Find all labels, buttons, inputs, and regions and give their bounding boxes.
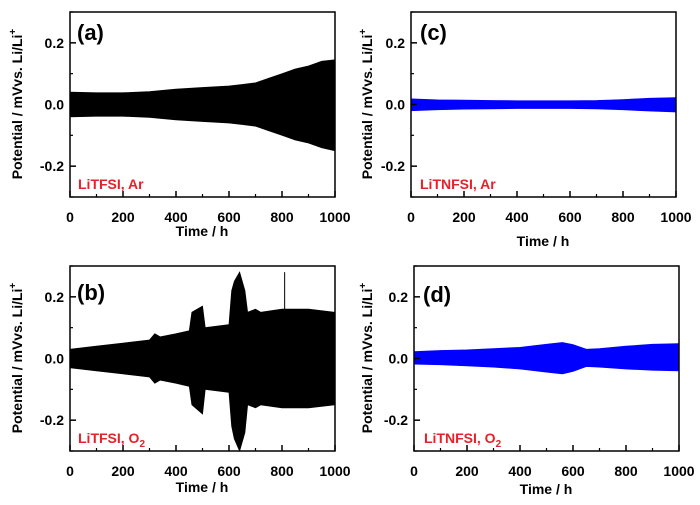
panel-c-ylabel-sup: + (358, 29, 369, 35)
panel-a-xtick-label-4: 800 (270, 209, 294, 225)
panel-c-ylabel: Potential / mVvs. Li/Li+ (358, 29, 375, 180)
panel-d-xtick-label-1: 200 (455, 463, 479, 479)
panel-d-label: (d) (423, 282, 451, 307)
panel-c-series-band-0 (410, 97, 677, 113)
panel-c-ylabel-main: Potential / mVvs. Li/Li (359, 35, 375, 180)
panel-d-ytick-label-1: 0.0 (389, 351, 409, 367)
panel-d-xtick-label-3: 600 (561, 463, 585, 479)
panel-a: 0 200 400 600 800 1000 0.2 0.0 -0.2 (a) LiTFSI, … (8, 11, 351, 239)
panel-b-ylabel-main: Potential / mVvs. Li/Li (9, 289, 25, 434)
panel-c-xtick-label-2: 400 (505, 209, 529, 225)
panel-b-xtick-label-2: 400 (164, 463, 188, 479)
panel-d-annotation: LiTNFSI, O2 (424, 430, 502, 450)
panel-a-ytick-label-0: 0.2 (45, 35, 65, 51)
panel-c-xlabel: Time / h (517, 233, 570, 249)
panel-a-xtick-label-5: 1000 (319, 209, 350, 225)
panel-b-xtick-label-0: 0 (66, 463, 74, 479)
panel-b-ylabel-sup: + (8, 283, 19, 289)
panel-a-xlabel: Time / h (176, 223, 229, 239)
panel-d-xtick-label-5: 1000 (663, 463, 694, 479)
panel-b-series-band-0 (69, 271, 336, 453)
panel-d: 0 200 400 600 800 1000 0.2 0.0 -0.2 (d) LiTNFSI,… (358, 265, 695, 497)
panel-b-xtick-label-4: 800 (270, 463, 294, 479)
panel-b-xlabel: Time / h (176, 479, 229, 495)
panel-d-xlabel: Time / h (520, 481, 573, 497)
panel-a-label: (a) (77, 20, 104, 45)
panel-a-ytick-label-2: -0.2 (40, 158, 64, 174)
panel-b-annotation-sub: 2 (139, 439, 145, 450)
panel-d-annotation-main: LiTNFSI, O (424, 430, 496, 446)
panel-a-ytick-label-1: 0.0 (45, 97, 65, 113)
panel-a-series-band-0 (69, 59, 336, 152)
panel-b-annotation: LiTFSI, O2 (78, 430, 145, 450)
panel-c-xtick-label-1: 200 (452, 209, 476, 225)
panel-b-label: (b) (77, 280, 105, 305)
panel-c-ytick-label-2: -0.2 (381, 158, 405, 174)
panel-c-ticks: 0 200 400 600 800 1000 0.2 0.0 -0.2 (381, 11, 692, 225)
panel-b-ytick-label-2: -0.2 (40, 412, 64, 428)
panel-b-ticks: 0 200 400 600 800 1000 0.2 0.0 -0.2 (40, 265, 351, 479)
panel-a-annotation: LiTFSI, Ar (78, 176, 144, 192)
panel-d-xtick-label-4: 800 (614, 463, 638, 479)
panel-d-xtick-label-2: 400 (508, 463, 532, 479)
panel-a-ylabel-sup: + (8, 29, 19, 35)
panel-b-ytick-label-0: 0.2 (45, 289, 65, 305)
panel-c-ytick-label-0: 0.2 (386, 35, 406, 51)
panel-c-xtick-label-0: 0 (407, 209, 415, 225)
panel-c-ytick-label-1: 0.0 (386, 97, 406, 113)
panel-d-ylabel-sup: + (358, 283, 369, 289)
panel-a-xtick-label-1: 200 (111, 209, 135, 225)
panel-a-xtick-label-3: 600 (217, 209, 241, 225)
panel-c: 0 200 400 600 800 1000 0.2 0.0 -0.2 (c) LiTNFSI,… (358, 11, 692, 249)
panel-d-xtick-label-0: 0 (410, 463, 418, 479)
panel-d-ylabel: Potential / mVvs. Li/Li+ (358, 283, 375, 434)
panel-a-xtick-label-2: 400 (164, 209, 188, 225)
panel-a-ylabel: Potential / mVvs. Li/Li+ (8, 29, 25, 180)
panel-d-data (413, 342, 680, 375)
panel-d-ylabel-main: Potential / mVvs. Li/Li (359, 289, 375, 434)
panel-c-data (410, 97, 677, 113)
panel-a-ylabel-main: Potential / mVvs. Li/Li (9, 35, 25, 180)
panel-c-label: (c) (420, 20, 447, 45)
panel-c-xtick-label-4: 800 (611, 209, 635, 225)
panel-d-ytick-label-2: -0.2 (384, 412, 408, 428)
panel-c-xtick-label-3: 600 (558, 209, 582, 225)
panel-a-ticks: 0 200 400 600 800 1000 0.2 0.0 -0.2 (40, 11, 351, 225)
panel-c-xtick-label-5: 1000 (660, 209, 691, 225)
panel-d-annotation-sub: 2 (496, 439, 502, 450)
panel-c-annotation: LiTNFSI, Ar (420, 176, 496, 192)
panel-a-xtick-label-0: 0 (66, 209, 74, 225)
panel-b-annotation-main: LiTFSI, O (78, 430, 140, 446)
panel-b-xtick-label-5: 1000 (319, 463, 350, 479)
panel-d-series-band-0 (413, 342, 680, 375)
panel-b-xtick-label-3: 600 (217, 463, 241, 479)
panel-b-ylabel: Potential / mVvs. Li/Li+ (8, 283, 25, 434)
panel-d-ticks: 0 200 400 600 800 1000 0.2 0.0 -0.2 (384, 265, 695, 479)
panel-d-ytick-label-0: 0.2 (389, 289, 409, 305)
panel-b-xtick-label-1: 200 (111, 463, 135, 479)
panel-b: 0 200 400 600 800 1000 0.2 0.0 -0.2 (b) LiTFSI, … (8, 265, 351, 495)
panel-b-data (69, 271, 336, 453)
panel-b-ytick-label-1: 0.0 (45, 351, 65, 367)
panel-a-data (69, 59, 336, 152)
